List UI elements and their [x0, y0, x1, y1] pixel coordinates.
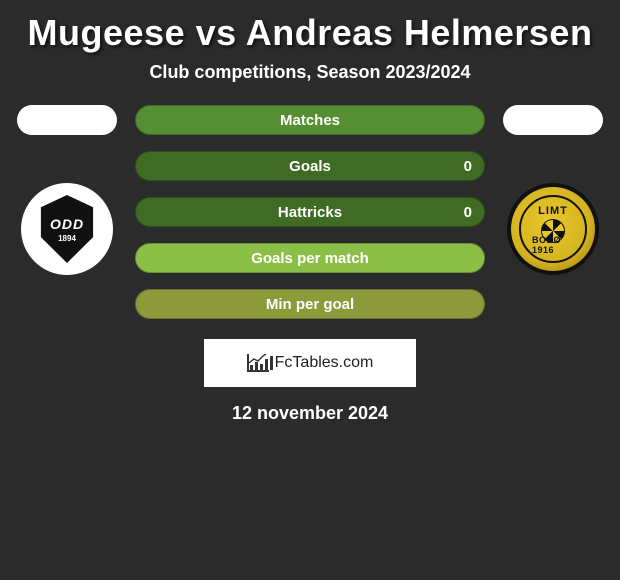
left-value-pill: [17, 105, 117, 135]
stat-label: Goals: [289, 158, 331, 175]
odd-badge-text: ODD: [50, 216, 84, 232]
stat-row-hattricks: Hattricks 0: [135, 197, 485, 227]
left-player-col: ODD 1894: [17, 105, 117, 275]
stat-label: Hattricks: [278, 204, 342, 221]
stat-row-mpg: Min per goal: [135, 289, 485, 319]
odd-badge-year: 1894: [58, 234, 76, 243]
subtitle: Club competitions, Season 2023/2024: [0, 62, 620, 83]
left-club-badge: ODD 1894: [21, 183, 113, 275]
page-title: Mugeese vs Andreas Helmersen: [0, 0, 620, 62]
stat-label: Min per goal: [266, 296, 354, 313]
stat-right-value: 0: [464, 158, 472, 175]
stat-row-gpm: Goals per match: [135, 243, 485, 273]
chart-icon: [247, 354, 269, 372]
watermark-text: FcTables.com: [275, 354, 374, 372]
date-label: 12 november 2024: [0, 403, 620, 424]
comparison-panel: ODD 1894 Matches Goals 0 Hattricks 0 Goa…: [0, 105, 620, 319]
glimt-top-text: LIMT: [538, 205, 568, 217]
stats-column: Matches Goals 0 Hattricks 0 Goals per ma…: [135, 105, 485, 319]
stat-row-matches: Matches: [135, 105, 485, 135]
right-value-pill: [503, 105, 603, 135]
watermark: FcTables.com: [204, 339, 416, 387]
stat-label: Matches: [280, 112, 340, 129]
right-club-badge: LIMT BODØ 1916: [507, 183, 599, 275]
stat-right-value: 0: [464, 204, 472, 221]
stat-label: Goals per match: [251, 250, 369, 267]
stat-row-goals: Goals 0: [135, 151, 485, 181]
glimt-bottom-text: BODØ 1916: [532, 235, 574, 255]
odd-shield-icon: ODD 1894: [38, 195, 96, 263]
trend-line-icon: [249, 354, 267, 364]
right-player-col: LIMT BODØ 1916: [503, 105, 603, 275]
